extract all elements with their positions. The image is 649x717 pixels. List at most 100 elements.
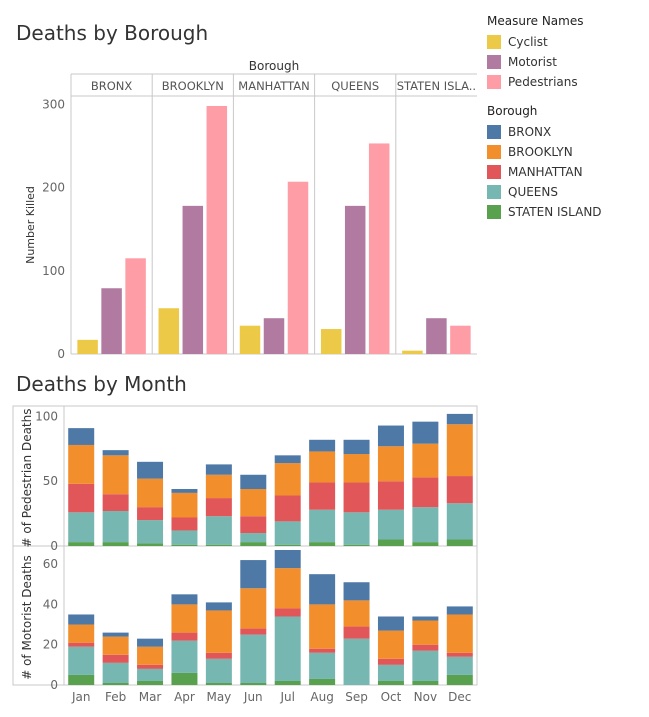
bar-bronx-cyclist <box>77 339 98 354</box>
of-pedestrian-deaths-tick-50: 50 <box>43 474 58 488</box>
of-motorist-deaths-axis-title: # of Motorist Deaths <box>20 555 34 680</box>
month-chart-title: Deaths by Month <box>16 372 187 396</box>
bar-of-motorist-deaths-nov-manhattan <box>412 644 439 651</box>
bar-of-pedestrian-deaths-may-staten-island <box>205 544 232 546</box>
bar-of-pedestrian-deaths-feb-manhattan <box>102 494 129 512</box>
bar-of-pedestrian-deaths-jan-staten-island <box>68 542 95 546</box>
bar-of-motorist-deaths-may-bronx <box>205 602 232 611</box>
legend-item-manhattan[interactable]: MANHATTAN <box>487 162 602 182</box>
bar-of-pedestrian-deaths-jan-manhattan <box>68 483 95 513</box>
group-header-manhattan: MANHATTAN <box>238 79 309 93</box>
legend-item-brooklyn[interactable]: BROOKLYN <box>487 142 602 162</box>
bar-manhattan-motorist <box>263 318 285 354</box>
bar-of-pedestrian-deaths-jan-queens <box>68 512 95 543</box>
group-header-staten-isla: STATEN ISLA.. <box>397 79 476 93</box>
legend-label-brooklyn: BROOKLYN <box>508 145 573 159</box>
legend-item-queens[interactable]: QUEENS <box>487 182 602 202</box>
legend-item-staten-island[interactable]: STATEN ISLAND <box>487 202 602 222</box>
bar-of-motorist-deaths-sep-bronx <box>343 582 370 601</box>
legend-label-manhattan: MANHATTAN <box>508 165 583 179</box>
bar-staten-isla-motorist <box>426 318 447 354</box>
bar-of-pedestrian-deaths-dec-manhattan <box>446 476 473 504</box>
of-motorist-deaths-tick-60: 60 <box>43 557 58 571</box>
bar-of-pedestrian-deaths-nov-brooklyn <box>412 443 439 478</box>
x-tick-label-sep: Sep <box>345 690 368 704</box>
bar-of-pedestrian-deaths-mar-manhattan <box>137 507 164 521</box>
bar-of-pedestrian-deaths-feb-queens <box>102 511 129 543</box>
bar-of-pedestrian-deaths-sep-staten-island <box>343 544 370 546</box>
bar-of-motorist-deaths-nov-bronx <box>412 616 439 621</box>
x-tick-label-dec: Dec <box>448 690 471 704</box>
y-tick-label-100: 100 <box>42 264 65 278</box>
bar-of-motorist-deaths-may-staten-island <box>205 682 232 685</box>
bar-of-motorist-deaths-jun-bronx <box>240 560 267 589</box>
bar-of-pedestrian-deaths-jul-brooklyn <box>274 463 301 496</box>
x-tick-label-jul: Jul <box>279 690 294 704</box>
bar-of-pedestrian-deaths-jul-staten-island <box>274 544 301 546</box>
x-tick-label-mar: Mar <box>139 690 162 704</box>
legend-item-bronx[interactable]: BRONX <box>487 122 602 142</box>
bar-of-motorist-deaths-feb-staten-island <box>102 682 129 685</box>
bar-manhattan-cyclist <box>239 325 261 354</box>
bar-of-motorist-deaths-apr-queens <box>171 640 198 673</box>
legend-item-cyclist[interactable]: Cyclist <box>487 32 602 52</box>
bar-of-pedestrian-deaths-aug-brooklyn <box>309 451 336 483</box>
bar-of-motorist-deaths-dec-staten-island <box>446 674 473 685</box>
y-tick-label-0: 0 <box>57 347 65 361</box>
legend-label-motorist: Motorist <box>508 55 557 69</box>
bar-of-motorist-deaths-jan-manhattan <box>68 642 95 647</box>
bar-of-motorist-deaths-may-queens <box>205 658 232 683</box>
bar-of-motorist-deaths-nov-staten-island <box>412 680 439 685</box>
bar-brooklyn-cyclist <box>158 308 180 354</box>
bar-staten-isla-cyclist <box>402 350 423 354</box>
bar-of-motorist-deaths-mar-brooklyn <box>137 646 164 665</box>
bar-of-pedestrian-deaths-oct-brooklyn <box>377 446 404 482</box>
bar-of-motorist-deaths-jan-bronx <box>68 614 95 625</box>
legend: Measure Names Cyclist Motorist Pedestria… <box>487 14 602 234</box>
bar-of-pedestrian-deaths-feb-bronx <box>102 450 129 456</box>
bar-of-motorist-deaths-jul-brooklyn <box>274 568 301 609</box>
legend-swatch-manhattan <box>487 165 501 179</box>
y-tick-label-200: 200 <box>42 181 65 195</box>
legend-label-queens: QUEENS <box>508 185 558 199</box>
bar-of-pedestrian-deaths-aug-queens <box>309 509 336 543</box>
bar-of-pedestrian-deaths-nov-bronx <box>412 421 439 444</box>
bar-of-motorist-deaths-mar-manhattan <box>137 664 164 669</box>
bar-of-pedestrian-deaths-jul-manhattan <box>274 495 301 522</box>
bar-of-pedestrian-deaths-sep-bronx <box>343 439 370 455</box>
bar-queens-cyclist <box>320 329 342 354</box>
legend-swatch-pedestrians <box>487 75 501 89</box>
bar-of-motorist-deaths-oct-queens <box>377 664 404 681</box>
bar-of-motorist-deaths-dec-bronx <box>446 606 473 615</box>
bar-of-pedestrian-deaths-jul-bronx <box>274 455 301 464</box>
bar-of-motorist-deaths-mar-staten-island <box>137 680 164 685</box>
bar-of-pedestrian-deaths-may-queens <box>205 516 232 545</box>
bar-of-pedestrian-deaths-sep-manhattan <box>343 482 370 513</box>
bar-of-pedestrian-deaths-sep-queens <box>343 512 370 545</box>
legend-label-staten-island: STATEN ISLAND <box>508 205 602 219</box>
measure-legend-title: Measure Names <box>487 14 584 28</box>
bar-of-pedestrian-deaths-aug-manhattan <box>309 482 336 510</box>
legend-item-motorist[interactable]: Motorist <box>487 52 602 72</box>
bar-of-pedestrian-deaths-mar-staten-island <box>137 543 164 546</box>
borough-legend-title: Borough <box>487 104 538 118</box>
of-motorist-deaths-tick-20: 20 <box>43 638 58 652</box>
bar-of-motorist-deaths-mar-bronx <box>137 638 164 647</box>
bar-of-pedestrian-deaths-jun-staten-island <box>240 542 267 546</box>
borough-chart: Borough 0 100 200 300 Number Killed BRONX BROOK… <box>24 59 477 361</box>
bar-of-motorist-deaths-apr-manhattan <box>171 632 198 641</box>
bar-of-pedestrian-deaths-mar-queens <box>137 520 164 544</box>
x-tick-label-apr: Apr <box>174 690 195 704</box>
bar-of-pedestrian-deaths-jul-queens <box>274 521 301 545</box>
legend-item-pedestrians[interactable]: Pedestrians <box>487 72 602 92</box>
bar-of-pedestrian-deaths-jan-bronx <box>68 428 95 445</box>
legend-swatch-cyclist <box>487 35 501 49</box>
bar-of-pedestrian-deaths-oct-manhattan <box>377 481 404 510</box>
bar-of-motorist-deaths-apr-staten-island <box>171 672 198 685</box>
bar-of-pedestrian-deaths-jun-bronx <box>240 474 267 490</box>
bar-of-motorist-deaths-feb-brooklyn <box>102 636 129 655</box>
bar-of-motorist-deaths-feb-bronx <box>102 632 129 637</box>
bar-of-motorist-deaths-jul-manhattan <box>274 608 301 617</box>
bar-of-pedestrian-deaths-feb-staten-island <box>102 542 129 546</box>
